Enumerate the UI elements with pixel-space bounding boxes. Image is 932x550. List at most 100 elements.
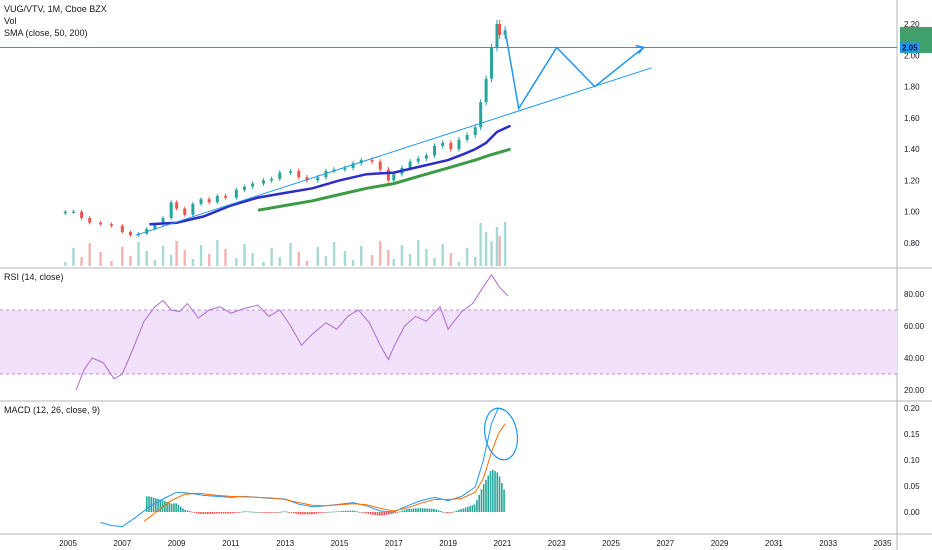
volume-bar bbox=[191, 259, 195, 266]
price-legend: VUG/VTV, 1M, Cboe BZX Vol SMA (close, 50… bbox=[4, 3, 107, 39]
macd-histogram-bar bbox=[308, 512, 311, 515]
macd-histogram-bar bbox=[270, 512, 272, 513]
macd-histogram-bar bbox=[202, 512, 205, 515]
macd-histogram-bar bbox=[417, 508, 419, 512]
candle-body bbox=[351, 163, 355, 168]
macd-histogram-bar bbox=[396, 512, 399, 513]
macd-histogram-bar bbox=[437, 510, 440, 512]
time-tick-label: 2025 bbox=[602, 539, 620, 548]
volume-bar bbox=[224, 249, 227, 266]
macd-histogram-bar bbox=[324, 512, 327, 513]
macd-histogram-bar bbox=[491, 469, 494, 512]
macd-histogram-bar bbox=[320, 512, 322, 513]
candle-body bbox=[343, 167, 347, 170]
candle-body bbox=[63, 211, 67, 214]
candle-body bbox=[251, 183, 255, 187]
macd-histogram-bar bbox=[197, 512, 200, 514]
macd-histogram-bar bbox=[315, 512, 318, 514]
macd-histogram-bar bbox=[304, 512, 306, 515]
volume-bar bbox=[417, 240, 420, 266]
macd-histogram-bar bbox=[145, 496, 148, 512]
macd-histogram-bar bbox=[392, 512, 395, 514]
time-tick-label: 2031 bbox=[765, 539, 783, 548]
macd-histogram-bar bbox=[265, 512, 268, 513]
macd-histogram-bar bbox=[480, 489, 483, 512]
volume-bar bbox=[243, 244, 246, 266]
axes: 2.20 2.00 1.80 1.60 1.40 1.20 1.00 0.80 80.00 60.… bbox=[59, 20, 932, 548]
macd-histogram-bar bbox=[220, 512, 223, 514]
candle-body bbox=[433, 146, 437, 156]
macd-histogram-bar bbox=[329, 511, 331, 513]
macd-histogram-bar bbox=[191, 511, 193, 513]
rsi-legend[interactable]: RSI (14, close) bbox=[4, 272, 64, 282]
macd-histogram-bar bbox=[268, 512, 270, 513]
macd-histogram-bar bbox=[358, 511, 361, 513]
volume-bar bbox=[400, 245, 404, 266]
candle-body bbox=[191, 203, 195, 215]
candle-body bbox=[473, 127, 477, 136]
price-tick-label: 2.00 bbox=[904, 51, 920, 60]
macd-histogram-bar bbox=[161, 500, 164, 512]
candle-body bbox=[270, 178, 274, 181]
macd-histogram-bar bbox=[333, 511, 336, 513]
candle-body bbox=[457, 139, 461, 150]
candle-body bbox=[378, 161, 382, 170]
candle-body bbox=[99, 222, 103, 225]
macd-histogram-bar bbox=[485, 479, 487, 512]
macd-histogram-bar bbox=[498, 476, 501, 512]
macd-histogram-bar bbox=[249, 511, 252, 513]
macd-histogram-bar bbox=[297, 512, 300, 515]
vol-label[interactable]: Vol bbox=[4, 16, 17, 26]
time-tick-label: 2009 bbox=[168, 539, 186, 548]
macd-legend[interactable]: MACD (12, 26, close, 9) bbox=[4, 405, 101, 415]
candle-body bbox=[183, 208, 187, 215]
volume-bar bbox=[99, 252, 102, 266]
macd-histogram-bar bbox=[311, 512, 313, 515]
candle-body bbox=[223, 196, 227, 198]
rsi-tick-label: 40.00 bbox=[904, 354, 925, 363]
macd-tick-label: 0.00 bbox=[904, 508, 920, 517]
macd-histogram-bar bbox=[182, 508, 184, 512]
macd-histogram-bar bbox=[387, 512, 390, 515]
projection-arrowhead bbox=[635, 44, 645, 54]
macd-histogram-bar bbox=[236, 512, 238, 513]
macd-histogram-bar bbox=[385, 512, 388, 515]
time-tick-label: 2029 bbox=[711, 539, 729, 548]
volume-bar bbox=[343, 251, 347, 266]
macd-histogram-bar bbox=[476, 500, 478, 512]
volume-bar bbox=[498, 236, 501, 266]
macd-histogram-bar bbox=[283, 511, 286, 513]
candle-body bbox=[465, 135, 469, 140]
macd-histogram-bar bbox=[344, 510, 347, 512]
macd-histogram-bar bbox=[347, 510, 349, 512]
candle-body bbox=[484, 78, 488, 103]
candle-body bbox=[408, 161, 412, 168]
sma-label[interactable]: SMA (close, 50, 200) bbox=[4, 28, 88, 38]
candle-body bbox=[161, 217, 165, 225]
candle-body bbox=[175, 202, 179, 209]
macd-histogram-bar bbox=[426, 508, 428, 512]
volume-bar bbox=[183, 250, 186, 266]
candle-body bbox=[324, 171, 328, 178]
candle-body bbox=[120, 225, 124, 233]
symbol-line[interactable]: VUG/VTV, 1M, Cboe BZX bbox=[4, 4, 107, 14]
macd-histogram-bar bbox=[238, 512, 241, 513]
macd-histogram-bar bbox=[188, 510, 191, 512]
volume-bar bbox=[490, 241, 493, 266]
macd-tick-label: 0.20 bbox=[904, 404, 920, 413]
macd-histogram-bar bbox=[394, 512, 397, 513]
macd-histogram-bar bbox=[369, 512, 372, 515]
macd-histogram-bar bbox=[433, 508, 435, 512]
macd-histogram-bar bbox=[225, 512, 227, 514]
macd-histogram-bar bbox=[448, 512, 451, 513]
volume-bar bbox=[479, 223, 482, 266]
candle-body bbox=[297, 171, 301, 178]
macd-histogram-bar bbox=[256, 511, 259, 513]
macd-histogram-bar bbox=[338, 511, 340, 513]
macd-histogram-bar bbox=[281, 511, 284, 513]
macd-histogram-bar bbox=[489, 471, 492, 512]
time-tick-label: 2005 bbox=[59, 539, 77, 548]
user-drawings[interactable] bbox=[0, 30, 897, 462]
macd-histogram-bar bbox=[218, 512, 220, 514]
